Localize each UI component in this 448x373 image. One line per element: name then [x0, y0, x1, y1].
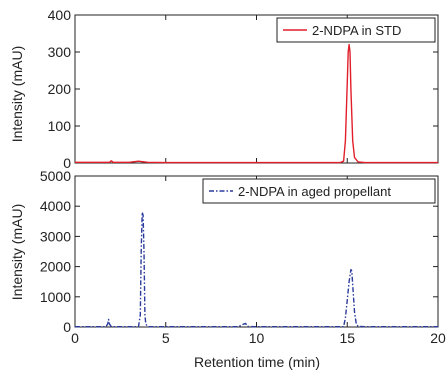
x-axis-label: Retention time (min) [194, 354, 320, 370]
bottom-legend-label: 2-NDPA in aged propellant [238, 184, 391, 199]
bottom-series-line [75, 211, 438, 328]
bottom-legend-box [202, 178, 436, 204]
bottom-x-tick-label: 10 [249, 330, 265, 346]
top-legend-label: 2-NDPA in STD [312, 23, 401, 38]
bottom-x-tick-label: 15 [339, 330, 355, 346]
bottom-x-tick-label: 20 [430, 330, 446, 346]
top-y-axis-label: Intensity (mAU) [9, 46, 25, 142]
top-series-line [75, 43, 438, 164]
bottom-x-tick-label: 5 [162, 330, 170, 346]
bottom-y-axis-label: Intensity (mAU) [9, 204, 25, 300]
top-y-tick-label: 200 [48, 81, 72, 97]
bottom-y-tick-label: 2000 [40, 259, 71, 275]
top-legend-box [276, 17, 436, 43]
bottom-y-tick-label: 3000 [40, 228, 71, 244]
top-y-tick-label: 400 [48, 7, 72, 23]
bottom-y-tick-label: 0 [63, 319, 71, 335]
bottom-chart-panel: 0 5 10 15 20 0 1000 2000 3000 4000 5000 2-NDPA in a… [40, 168, 446, 346]
top-y-tick-label: 100 [48, 118, 72, 134]
top-y-tick-label: 0 [63, 155, 71, 171]
top-y-tick-label: 300 [48, 44, 72, 60]
top-chart-panel: 0 100 200 300 400 2-NDPA in STD [48, 7, 439, 171]
bottom-y-tick-label: 4000 [40, 198, 71, 214]
bottom-y-tick-label: 1000 [40, 289, 71, 305]
bottom-x-tick-label: 0 [71, 330, 79, 346]
bottom-y-tick-label: 5000 [40, 168, 71, 184]
